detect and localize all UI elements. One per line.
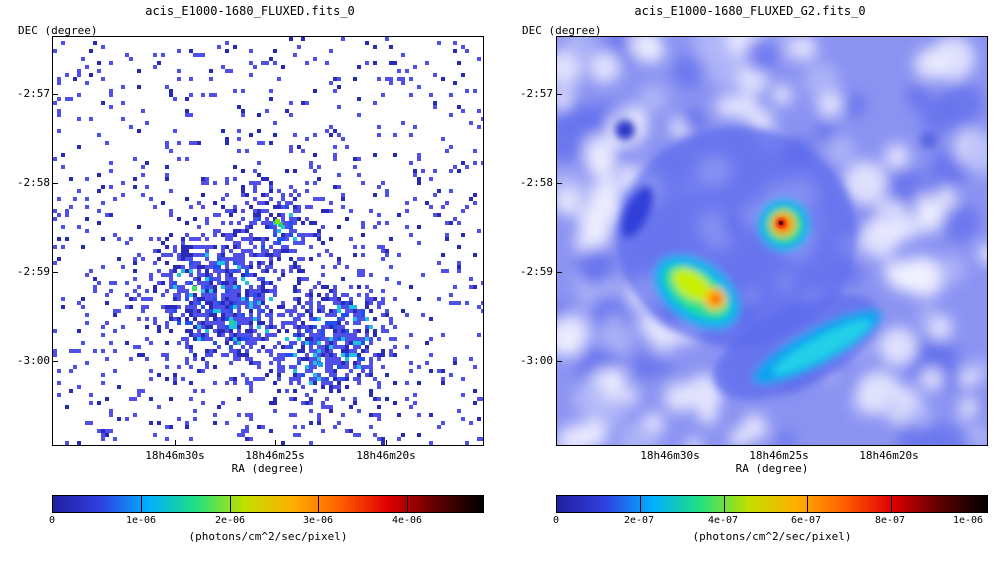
- right-cbar-tick-3: 6e-07: [790, 515, 822, 526]
- colorbar-divider: [807, 496, 808, 512]
- left-image-plot[interactable]: [52, 36, 484, 446]
- left-ytick-3: -2:59: [16, 265, 50, 278]
- left-xtick-2: 18h46m25s: [245, 449, 305, 462]
- right-cbar-tick-0: 0: [552, 515, 560, 526]
- colorbar-divider: [891, 496, 892, 512]
- colorbar-divider: [724, 496, 725, 512]
- colorbar-divider: [141, 496, 142, 512]
- right-ytickmark: [556, 183, 562, 184]
- right-cbar-tick-1: 2e-07: [623, 515, 655, 526]
- right-xtick-3: 18h46m20s: [859, 449, 919, 462]
- right-panel-title: acis_E1000-1680_FLUXED_G2.fits_0: [634, 4, 866, 18]
- right-cbar-tick-4: 8e-07: [874, 515, 906, 526]
- left-ytickmark: [52, 272, 58, 273]
- left-panel-title: acis_E1000-1680_FLUXED.fits_0: [145, 4, 355, 18]
- colorbar-divider: [230, 496, 231, 512]
- right-dec-axis-label: DEC (degree): [522, 24, 602, 37]
- left-colorbar-unit-label: (photons/cm^2/sec/pixel): [188, 530, 348, 543]
- left-cbar-tick-0: 0: [48, 515, 56, 526]
- left-ytick-2: -2:58: [16, 176, 50, 189]
- right-cbar-tick-2: 4e-07: [707, 515, 739, 526]
- left-colorbar: [52, 495, 484, 513]
- left-xtick-3: 18h46m20s: [356, 449, 416, 462]
- right-ytickmark: [556, 361, 562, 362]
- left-ytick-4: -3:00: [16, 354, 50, 367]
- left-ytickmark: [52, 361, 58, 362]
- left-cbar-tick-3: 3e-06: [302, 515, 334, 526]
- right-xtick-1: 18h46m30s: [640, 449, 700, 462]
- left-xtick-1: 18h46m30s: [145, 449, 205, 462]
- colorbar-divider: [407, 496, 408, 512]
- left-xtickmark: [175, 440, 176, 446]
- right-image-plot[interactable]: [556, 36, 988, 446]
- right-colorbar: [556, 495, 988, 513]
- right-smoothed-flux-image: [557, 37, 987, 445]
- left-ytickmark: [52, 94, 58, 95]
- right-ytickmark: [556, 94, 562, 95]
- left-cbar-tick-2: 2e-06: [214, 515, 246, 526]
- right-ytick-4: -3:00: [519, 354, 553, 367]
- left-image-panel: acis_E1000-1680_FLUXED.fits_0 DEC (degre…: [16, 4, 484, 543]
- left-ytickmark: [52, 183, 58, 184]
- right-ra-axis-label: RA (degree): [735, 462, 809, 475]
- left-dec-axis-label: DEC (degree): [18, 24, 98, 37]
- left-cbar-tick-4: 4e-06: [391, 515, 423, 526]
- left-cbar-tick-1: 1e-06: [125, 515, 157, 526]
- right-cbar-tick-5: 1e-06: [952, 515, 984, 526]
- left-xtickmark: [275, 440, 276, 446]
- colorbar-divider: [640, 496, 641, 512]
- left-ra-axis-label: RA (degree): [231, 462, 305, 475]
- right-image-panel: acis_E1000-1680_FLUXED_G2.fits_0 DEC (de…: [500, 0, 1000, 567]
- right-ytick-1: -2:57: [519, 87, 553, 100]
- right-colorbar-unit-label: (photons/cm^2/sec/pixel): [692, 530, 852, 543]
- right-ytick-3: -2:59: [519, 265, 553, 278]
- left-flux-image: [53, 37, 483, 445]
- right-ytickmark: [556, 272, 562, 273]
- right-ytick-2: -2:58: [519, 176, 553, 189]
- right-xtick-2: 18h46m25s: [749, 449, 809, 462]
- left-xtickmark: [386, 440, 387, 446]
- left-ytick-1: -2:57: [16, 87, 50, 100]
- colorbar-divider: [318, 496, 319, 512]
